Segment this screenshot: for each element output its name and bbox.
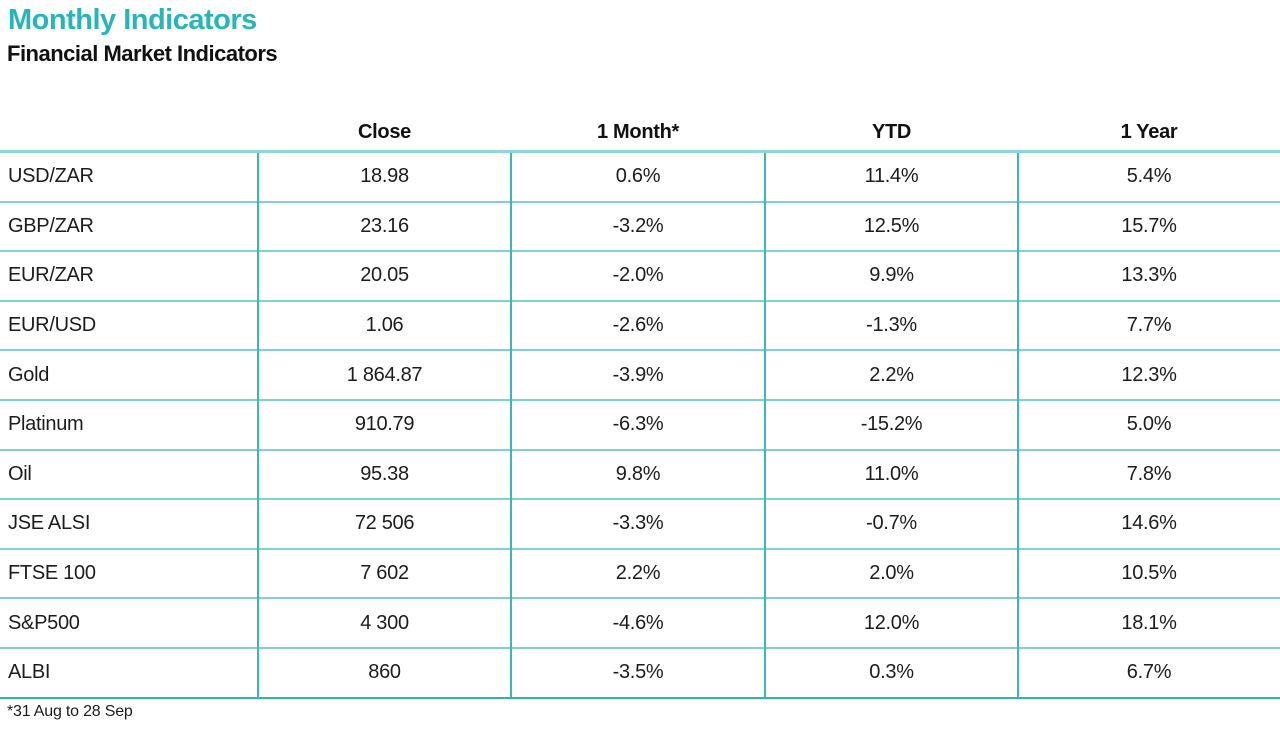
- table-row: EUR/USD 1.06 -2.6% -1.3% 7.7%: [0, 299, 1280, 350]
- indicators-table: Close 1 Month* YTD 1 Year USD/ZAR 18.98 …: [0, 108, 1280, 699]
- row-label: Gold: [8, 363, 50, 386]
- cell-ytd: 12.0%: [863, 611, 920, 634]
- cell-ytd: 2.0%: [869, 562, 914, 585]
- row-label: EUR/ZAR: [8, 264, 94, 287]
- table-row: USD/ZAR 18.98 0.6% 11.4% 5.4%: [0, 153, 1280, 201]
- cell-1month: -3.5%: [612, 661, 664, 684]
- row-label: JSE ALSI: [8, 512, 91, 535]
- cell-1year: 14.6%: [1121, 512, 1177, 535]
- table-header-row: Close 1 Month* YTD 1 Year: [0, 108, 1280, 150]
- cell-ytd: -15.2%: [860, 413, 923, 436]
- page-subtitle: Financial Market Indicators: [7, 41, 278, 66]
- cell-ytd: 12.5%: [863, 214, 920, 237]
- cell-1year: 7.8%: [1126, 462, 1172, 485]
- cell-1month: 9.8%: [615, 462, 661, 485]
- table-row: S&P500 4 300 -4.6% 12.0% 18.1%: [0, 597, 1280, 647]
- cell-close: 18.98: [360, 165, 409, 188]
- cell-1month: -3.9%: [612, 363, 664, 386]
- row-label: ALBI: [8, 661, 51, 684]
- cell-1month: -2.6%: [612, 314, 664, 337]
- cell-close: 7 602: [360, 562, 409, 585]
- row-label: GBP/ZAR: [8, 214, 94, 237]
- cell-close: 4 300: [360, 611, 409, 634]
- column-header-1year: 1 Year: [1120, 121, 1178, 143]
- cell-1month: -3.3%: [612, 512, 664, 535]
- table-row: Platinum 910.79 -6.3% -15.2% 5.0%: [0, 398, 1280, 449]
- cell-1year: 10.5%: [1121, 562, 1177, 585]
- table-body: USD/ZAR 18.98 0.6% 11.4% 5.4% GBP/ZAR 23…: [0, 150, 1280, 699]
- column-header-close: Close: [358, 121, 411, 143]
- cell-ytd: 0.3%: [869, 661, 914, 684]
- cell-close: 23.16: [360, 214, 409, 237]
- cell-1year: 7.7%: [1126, 314, 1172, 337]
- cell-1month: -6.3%: [612, 413, 664, 436]
- cell-1year: 15.7%: [1121, 214, 1177, 237]
- cell-close: 1.06: [365, 314, 404, 337]
- cell-1year: 13.3%: [1121, 264, 1177, 287]
- table-row: Oil 95.38 9.8% 11.0% 7.8%: [0, 448, 1280, 499]
- row-label: S&P500: [8, 611, 80, 634]
- cell-1month: 2.2%: [615, 562, 661, 585]
- cell-1month: -4.6%: [612, 611, 664, 634]
- cell-ytd: 11.4%: [864, 165, 919, 188]
- table-row: GBP/ZAR 23.16 -3.2% 12.5% 15.7%: [0, 200, 1280, 251]
- cell-ytd: 2.2%: [869, 363, 914, 386]
- column-divider: [257, 153, 259, 697]
- cell-1month: -2.0%: [612, 264, 664, 287]
- cell-ytd: 11.0%: [864, 462, 919, 485]
- cell-1year: 5.4%: [1126, 165, 1172, 188]
- footnote: *31 Aug to 28 Sep: [7, 703, 133, 720]
- cell-ytd: 9.9%: [869, 264, 914, 287]
- row-label: FTSE 100: [8, 562, 96, 585]
- cell-1year: 12.3%: [1121, 363, 1177, 386]
- row-label: Oil: [8, 462, 32, 485]
- cell-1month: -3.2%: [612, 214, 664, 237]
- cell-1month: 0.6%: [615, 165, 661, 188]
- column-divider: [764, 153, 766, 697]
- row-label: USD/ZAR: [8, 165, 94, 188]
- cell-1year: 18.1%: [1121, 611, 1177, 634]
- column-divider: [1017, 153, 1019, 697]
- cell-1year: 5.0%: [1126, 413, 1172, 436]
- page-title: Monthly Indicators: [8, 4, 257, 36]
- table-row: FTSE 100 7 602 2.2% 2.0% 10.5%: [0, 547, 1280, 598]
- cell-ytd: -0.7%: [866, 512, 917, 535]
- table-row: EUR/ZAR 20.05 -2.0% 9.9% 13.3%: [0, 250, 1280, 300]
- cell-ytd: -1.3%: [866, 314, 917, 337]
- cell-1year: 6.7%: [1126, 661, 1172, 684]
- row-label: EUR/USD: [8, 314, 96, 337]
- table-row: Gold 1 864.87 -3.9% 2.2% 12.3%: [0, 349, 1280, 399]
- cell-close: 72 506: [354, 512, 415, 535]
- cell-close: 1 864.87: [346, 363, 423, 386]
- column-divider: [510, 153, 512, 697]
- cell-close: 860: [368, 661, 401, 684]
- column-header-1month: 1 Month*: [596, 121, 680, 143]
- row-label: Platinum: [8, 413, 84, 436]
- cell-close: 20.05: [360, 264, 409, 287]
- column-header-ytd: YTD: [871, 121, 912, 143]
- cell-close: 910.79: [354, 413, 415, 436]
- table-row: JSE ALSI 72 506 -3.3% -0.7% 14.6%: [0, 498, 1280, 548]
- table-row: ALBI 860 -3.5% 0.3% 6.7%: [0, 646, 1280, 697]
- cell-close: 95.38: [360, 462, 409, 485]
